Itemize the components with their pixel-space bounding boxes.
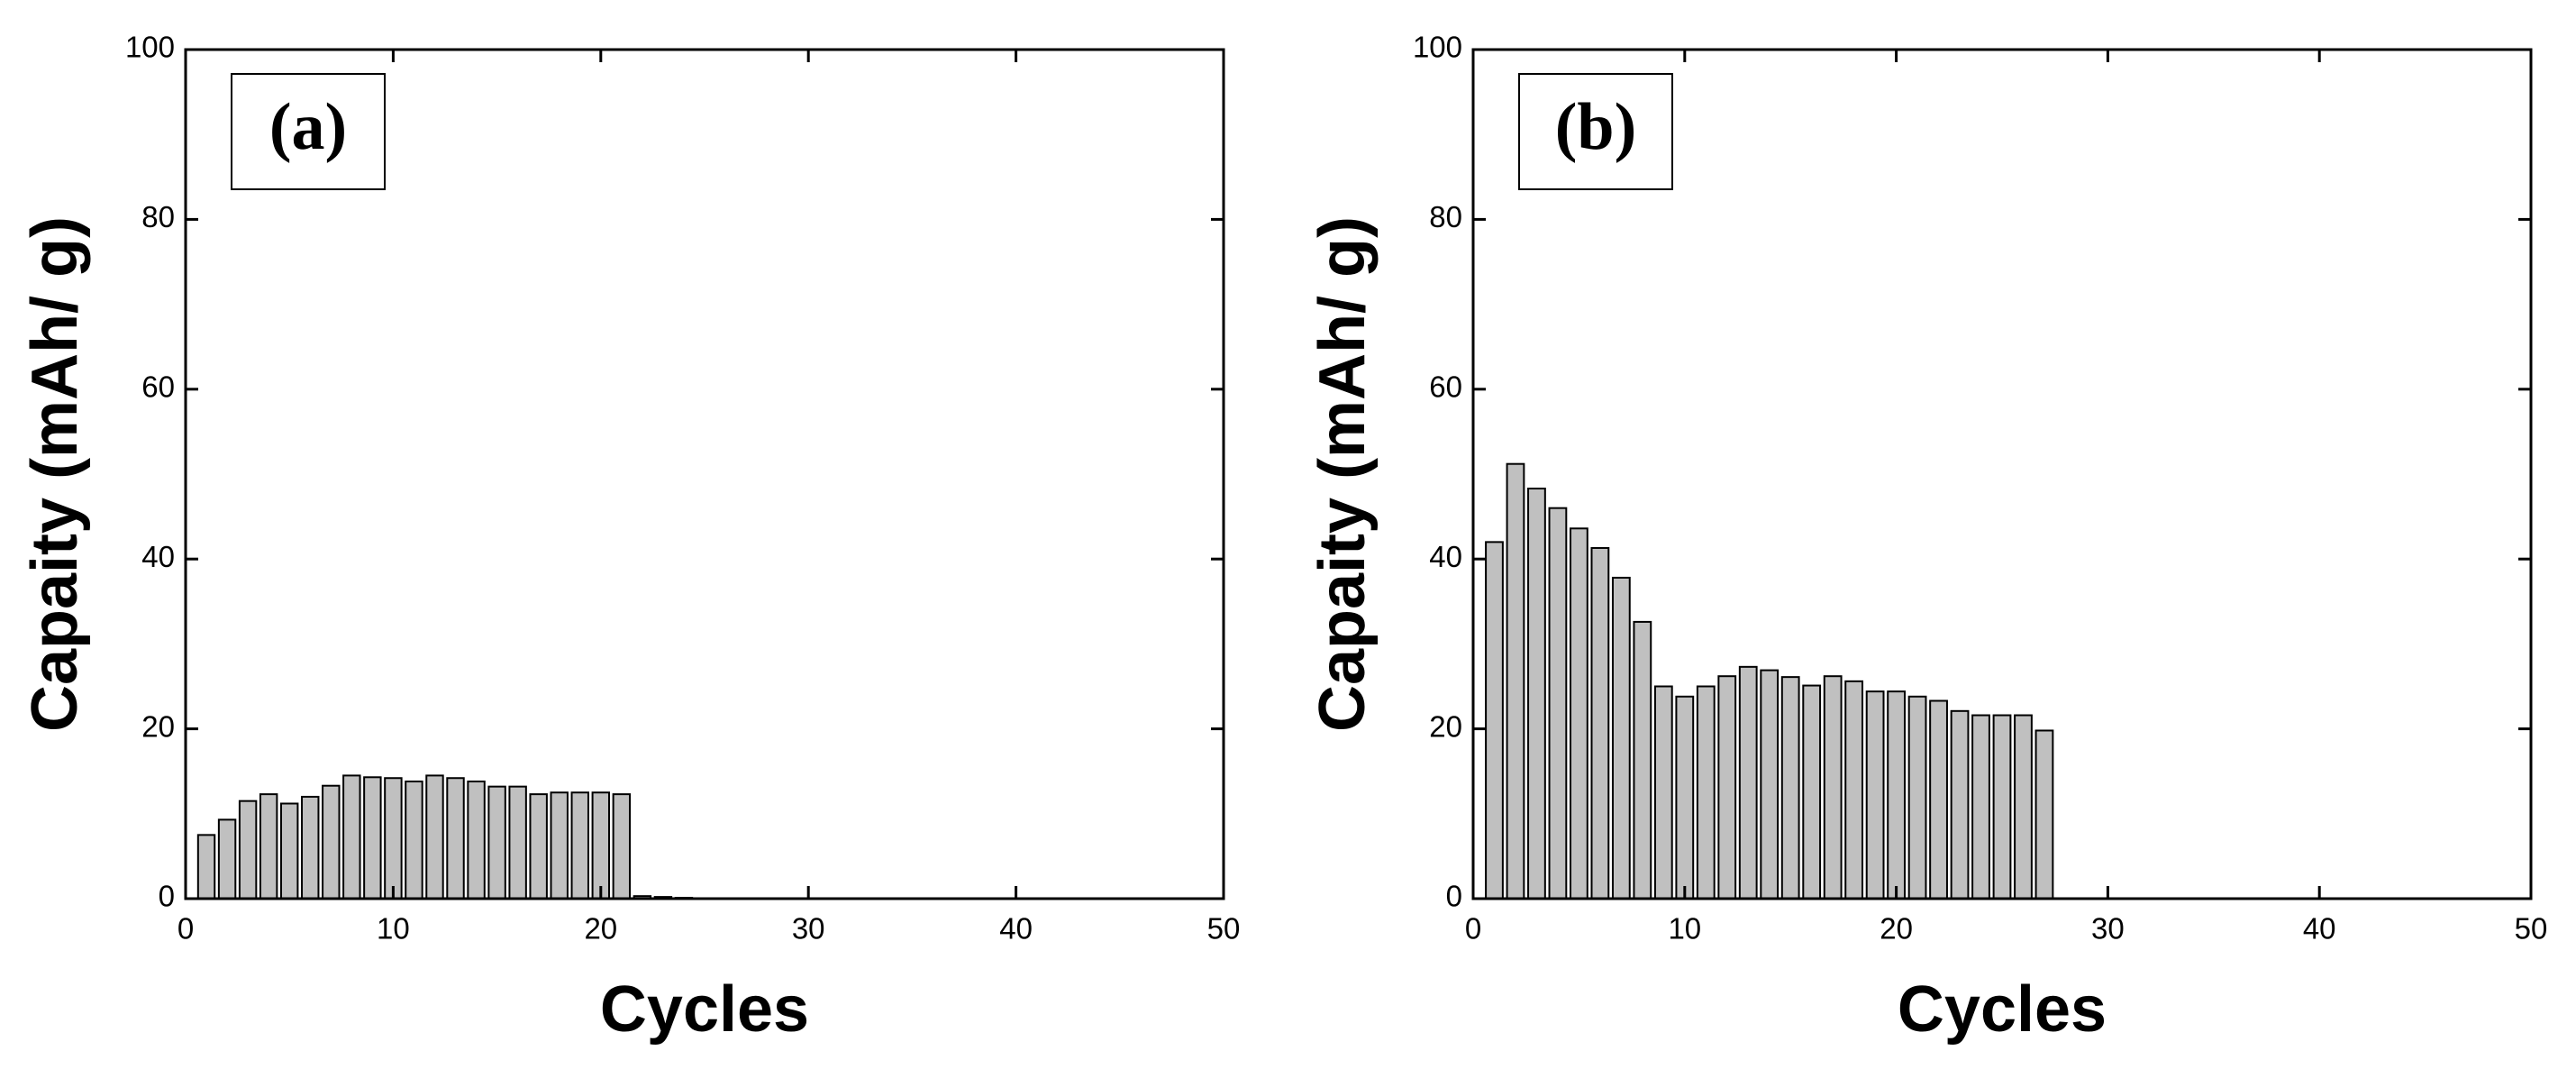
bar [1611,576,1631,900]
bar [1929,699,1948,900]
bar [1548,507,1568,900]
bar [342,774,361,900]
bar [1992,714,2012,900]
bar [487,785,506,900]
annotation: (a) [269,90,347,164]
x-tick-label: 50 [2515,912,2548,946]
x-tick-label: 20 [1880,912,1913,946]
x-tick-label: 40 [999,912,1033,946]
y-tick-label: 0 [1446,880,1462,913]
bar [1802,684,1822,900]
y-tick-label: 0 [159,880,175,913]
x-tick-label: 30 [2091,912,2125,946]
y-tick-label: 80 [141,200,175,233]
x-tick-label: 10 [1668,912,1701,946]
bar [196,834,216,900]
bar [405,781,423,900]
plot-frame [184,48,1225,900]
bar [1506,462,1525,900]
bar [2034,729,2054,900]
y-axis-label: Capaity (mAh/ g) [1306,216,1379,732]
y-tick-label: 100 [125,31,175,64]
y-tick-label: 80 [1429,200,1462,233]
bar [279,802,299,900]
bar [508,785,527,900]
y-tick-label: 100 [1413,31,1462,64]
y-tick-label: 20 [141,709,175,743]
bar [1865,690,1885,900]
bar [1717,675,1737,900]
y-axis-label: Capaity (mAh/ g) [19,216,91,732]
bar [238,799,258,900]
bar [301,795,320,900]
bar [2014,714,2033,900]
y-tick-label: 60 [1429,370,1462,404]
bar [425,774,444,900]
y-tick-label: 40 [1429,540,1462,573]
annotation-box [1518,73,1673,190]
bar [1887,690,1906,900]
bar [1760,669,1780,900]
x-tick-label: 50 [1207,912,1241,946]
bar [1950,709,1970,900]
bar [1907,695,1927,900]
x-tick-label: 0 [177,912,194,946]
bar [259,793,278,900]
x-tick-label: 0 [1465,912,1481,946]
plot-frame [1471,48,2533,900]
bar [1844,680,1864,900]
annotation-box [231,73,386,190]
x-tick-label: 10 [377,912,410,946]
bar [1590,546,1610,900]
bar [1485,541,1504,900]
bar [446,777,465,900]
bar [1570,527,1588,900]
bar [467,781,486,900]
bar [384,777,403,900]
x-tick-label: 40 [2303,912,2336,946]
bar [217,818,237,900]
y-tick-label: 60 [141,370,175,404]
bar [570,791,589,900]
bar [1675,695,1695,900]
x-axis-label: Cycles [600,973,809,1046]
y-tick-label: 20 [1429,709,1462,743]
bar [1653,685,1673,900]
x-axis-label: Cycles [1898,973,2107,1046]
bar [1633,620,1652,900]
y-tick-label: 40 [141,540,175,573]
x-tick-label: 20 [584,912,617,946]
annotation: (b) [1555,90,1636,164]
bar [550,791,569,900]
bar [322,784,341,900]
bar [363,776,382,900]
bar [1823,675,1843,900]
bar [612,793,632,900]
bar [1696,685,1716,900]
bar [1738,665,1758,900]
bar [1971,714,1990,900]
bar [529,793,548,900]
bar [591,791,611,900]
bar [1780,676,1800,900]
x-tick-label: 30 [792,912,825,946]
bar [1527,488,1546,900]
